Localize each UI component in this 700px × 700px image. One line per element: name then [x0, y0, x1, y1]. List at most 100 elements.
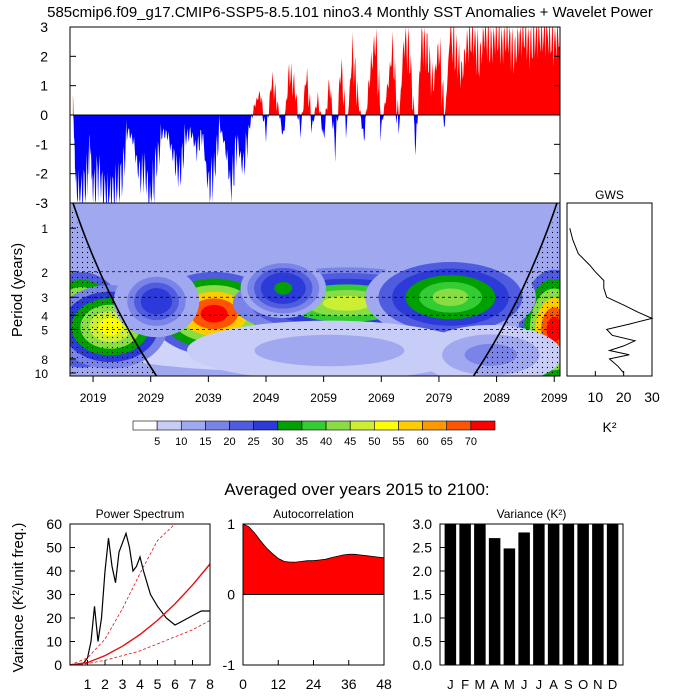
wavelet-contour — [299, 344, 360, 357]
cone-of-influence-right — [473, 203, 560, 376]
wavelet-xtick-label: 2039 — [195, 391, 222, 405]
wavelet-ytick-label: 10 — [35, 367, 49, 381]
legend-label: 60 — [416, 436, 428, 448]
variance-month-label: M — [474, 677, 485, 692]
variance-bar-j — [533, 524, 545, 665]
autocorrelation-xtick-label: 36 — [341, 676, 357, 692]
power-spectrum-xtick-label: 1 — [84, 676, 92, 692]
variance-month-label: J — [447, 677, 454, 692]
gws-line — [569, 228, 654, 374]
variance-month-label: D — [608, 677, 617, 692]
variance-ytick-label: 1.5 — [413, 587, 433, 603]
gws-frame — [566, 202, 653, 377]
variance-month-label: M — [504, 677, 515, 692]
autocorrelation-ytick-label: -1 — [223, 657, 236, 673]
legend-swatch — [301, 420, 327, 431]
legend-label: 40 — [320, 436, 332, 448]
power-spectrum-ytick-label: 30 — [46, 587, 62, 603]
legend-swatch — [132, 420, 158, 431]
variance-bar-o — [577, 524, 589, 665]
power-spectrum-xtick-label: 7 — [189, 676, 197, 692]
legend-label: 50 — [368, 436, 380, 448]
anomaly-ytick-label: -2 — [36, 166, 49, 182]
legend-label: 30 — [272, 436, 284, 448]
legend-swatch — [229, 420, 254, 431]
legend-label: 65 — [441, 436, 453, 448]
legend-swatch — [325, 420, 351, 431]
variance-bar-m — [474, 524, 486, 665]
color-legend: 5 10 15 20 25 30 35 40 45 50 55 60 65 70 — [132, 420, 496, 448]
legend-swatch — [374, 420, 399, 431]
wavelet-contour — [147, 293, 166, 309]
wavelet-contour — [200, 304, 228, 323]
variance-bar-f — [459, 524, 471, 665]
power-spectrum-xtick-label: 3 — [119, 676, 127, 692]
anomaly-ytick-label: 1 — [40, 78, 48, 94]
power-spectrum-lines — [69, 523, 211, 666]
variance-month-label: N — [593, 677, 602, 692]
power-spectrum-red_noise-line — [69, 563, 211, 666]
wavelet-xtick-label: 2019 — [80, 391, 107, 405]
anomaly-panel: -3 -2 -1 0 1 2 3 — [36, 19, 561, 211]
power-spectrum-ytick-label: 40 — [46, 563, 62, 579]
variance-month-label: S — [564, 677, 573, 692]
variance-bar-s — [562, 524, 575, 665]
variance-month-label: F — [461, 677, 469, 692]
wavelet-xtick-label: 2049 — [253, 391, 280, 405]
variance-bar-a — [488, 538, 501, 665]
autocorrelation-area — [242, 523, 385, 595]
wavelet-contour — [322, 295, 371, 311]
variance-bar-j — [518, 532, 530, 665]
variance-ytick-label: 3.0 — [413, 516, 433, 532]
gws-title: GWS — [595, 188, 624, 202]
legend-label: 70 — [465, 436, 477, 448]
legend-swatch — [446, 420, 472, 431]
wavelet-plot-area — [70, 203, 560, 376]
legend-swatch — [156, 420, 182, 431]
variance-month-label: A — [549, 677, 558, 692]
wavelet-frame — [69, 202, 561, 377]
power-spectrum-ytick-label: 60 — [46, 516, 62, 532]
power-spectrum-xtick-label: 8 — [206, 676, 214, 692]
wavelet-ytick-label: 8 — [41, 353, 48, 367]
wavelet-ytick-label: 2 — [41, 266, 48, 280]
variance-month-label: J — [521, 677, 528, 692]
power-spectrum-ylabel: Variance (K²/unit freq.) — [10, 523, 27, 673]
autocorrelation-xtick-label: 12 — [270, 676, 286, 692]
autocorrelation-xtick-label: 0 — [239, 676, 247, 692]
legend-label: 15 — [199, 436, 211, 448]
wavelet-ytick-label: 3 — [41, 291, 48, 305]
legend-swatch — [349, 420, 375, 431]
wavelet-xtick-label: 2069 — [368, 391, 395, 405]
variance-month-label: O — [578, 677, 588, 692]
power-spectrum-upper_bound-line — [69, 523, 193, 666]
power-spectrum-title: Power Spectrum — [96, 507, 185, 521]
legend-swatch — [253, 420, 279, 431]
legend-label: 25 — [248, 436, 260, 448]
anomaly-ytick-label: -3 — [36, 195, 49, 211]
legend-label: 20 — [223, 436, 235, 448]
power-spectrum-xtick-label: 2 — [101, 676, 109, 692]
cone-of-influence-left — [70, 203, 157, 376]
legend-label: 55 — [392, 436, 404, 448]
gws-xlabel: K² — [603, 419, 617, 435]
wavelet-xtick-label: 2099 — [541, 391, 568, 405]
averages-subtitle: Averaged over years 2015 to 2100: — [224, 480, 489, 499]
figure-title: 585cmip6.f09_g17.CMIP6-SSP5-8.5.101 nino… — [47, 4, 653, 21]
legend-swatch — [180, 420, 206, 431]
power-spectrum-ytick-label: 0 — [54, 657, 62, 673]
legend-label: 10 — [175, 436, 187, 448]
wavelet-ylabel: Period (years) — [9, 243, 26, 337]
legend-swatch — [205, 420, 230, 431]
wavelet-ytick-label: 1 — [41, 222, 48, 236]
legend-swatch — [398, 420, 423, 431]
wavelet-xtick-label: 2089 — [483, 391, 510, 405]
legend-label: 5 — [154, 436, 160, 448]
wavelet-xtick-label: 2029 — [137, 391, 164, 405]
variance-ytick-label: 1.0 — [413, 610, 433, 626]
autocorrelation-xtick-label: 48 — [376, 676, 392, 692]
gws-xtick-label: 10 — [588, 389, 604, 405]
gws-xtick-label: 30 — [644, 389, 660, 405]
